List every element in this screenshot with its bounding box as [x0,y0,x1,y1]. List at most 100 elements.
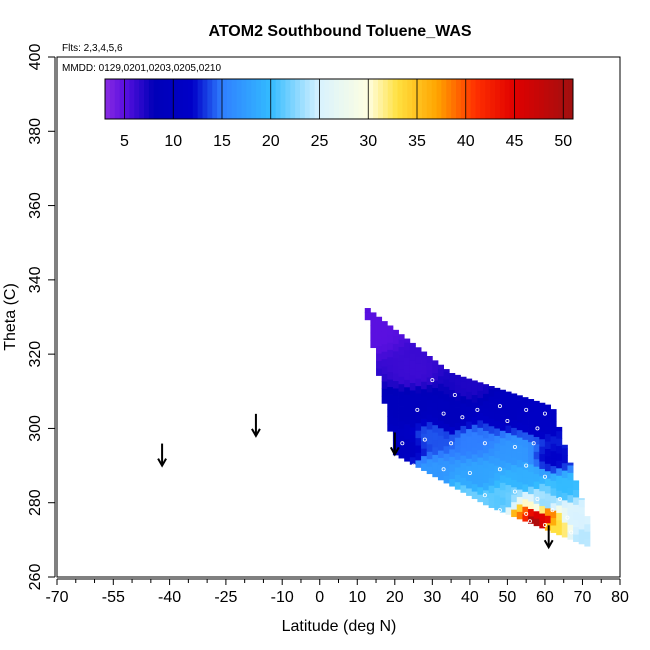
field-cell [426,399,433,408]
field-cell [376,360,383,369]
field-cell [567,502,574,511]
field-cell [511,442,518,451]
field-cell [584,531,591,540]
colorbar-tick-label: 20 [262,133,280,150]
field-cell [505,477,512,486]
field-cell [561,485,568,493]
field-cell [409,390,416,398]
colorbar-segment [465,79,472,119]
field-cell [466,480,473,489]
field-cell [494,405,501,414]
field-cell [533,406,540,415]
field-cell [477,382,484,384]
field-cell [561,477,568,486]
arrow-markers [157,413,554,550]
field-cell [544,493,551,501]
field-cell [499,482,506,491]
field-cell [398,383,405,392]
field-cell [533,451,540,460]
field-cell [432,469,439,478]
colorbar-segment [105,79,111,119]
field-cell [454,474,461,483]
field-cell [522,424,529,433]
field-cell [381,336,388,345]
field-cell [528,419,535,428]
plot-frame [56,56,621,578]
colorbar-segment [451,79,457,119]
field-cell [483,400,490,409]
field-cell [415,452,422,461]
field-cell [449,441,456,450]
field-cell [398,428,405,437]
field-cell [471,439,478,448]
colorbar-segment [275,79,281,119]
sample-point [542,523,547,528]
field-cell [516,407,523,416]
field-cell [392,440,399,448]
field-cell [516,452,523,460]
field-cell [449,419,456,428]
field-cell [533,400,540,408]
field-cell [376,330,383,339]
field-cell [387,394,394,402]
field-cell [454,459,461,468]
field-cell [477,397,484,406]
colorbar-segment [168,79,174,119]
field-cell [550,517,557,526]
field-cell [404,431,411,440]
flights-label: Flts: 2,3,4,5,6 [62,43,123,54]
field-cell [460,418,467,426]
field-cell [477,382,484,391]
field-cell [381,351,388,360]
sample-point [460,415,465,420]
field-cell [387,356,394,365]
field-cell [392,358,399,367]
field-cell [499,497,506,506]
field-cell [443,416,450,424]
colorbar-segment [217,79,223,119]
field-cell [499,400,506,409]
field-cell [421,425,428,434]
sample-point [411,463,416,468]
field-cell [449,411,456,420]
field-cell [426,377,433,385]
field-cell [567,479,574,488]
colorbar-segment [426,79,433,119]
field-cell [387,408,394,417]
field-cell [483,445,490,454]
field-cell [522,506,529,515]
sample-point [441,467,446,472]
field-cell [477,427,484,436]
field-cell [494,435,501,444]
field-cell [488,462,495,471]
field-cell [505,454,512,463]
field-cell [460,484,467,493]
colorbar-segment [246,79,252,119]
arrow-head [251,428,261,438]
colorbar-tick-label: 25 [311,133,329,150]
field-cell [539,513,546,521]
field-cell [511,472,518,480]
field-cell [550,502,557,511]
field-cell [449,426,456,435]
sample-point [482,493,487,498]
field-cell [404,364,411,373]
field-cell [539,468,546,477]
field-cell [483,497,490,506]
field-cell [432,402,439,411]
field-cell [454,385,461,394]
field-cell [426,362,433,371]
colorbar-segment [153,79,160,119]
field-cell [556,445,563,454]
field-cell [556,505,563,513]
field-cell [415,437,422,446]
field-cell [437,383,444,392]
field-cell [432,417,439,426]
field-cell [387,334,394,343]
sample-point [430,378,435,383]
field-cell [421,396,428,405]
field-cell [370,332,377,341]
colorbar-segment [373,79,379,119]
field-cell [494,413,501,422]
field-cell [483,430,490,439]
